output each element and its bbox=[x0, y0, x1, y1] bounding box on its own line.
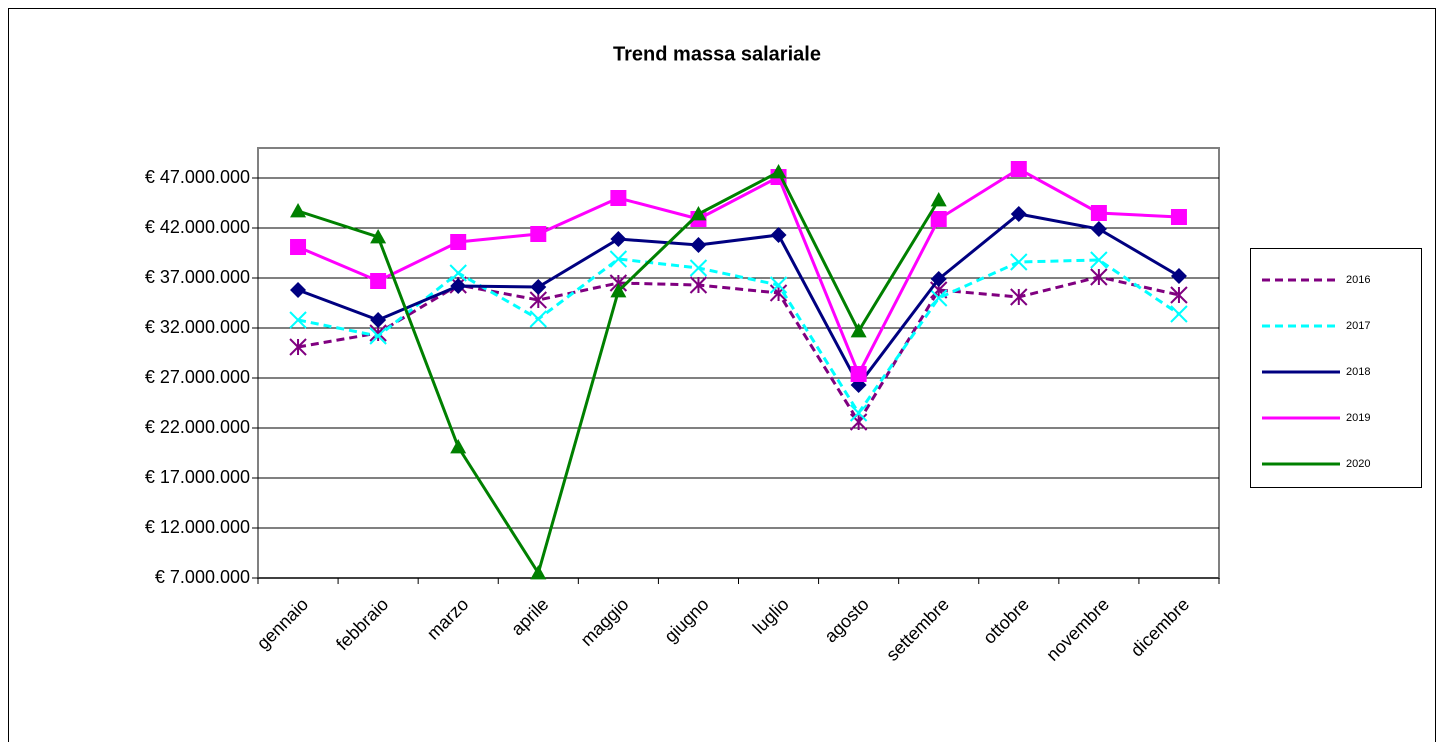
marker bbox=[290, 282, 307, 298]
series-line bbox=[297, 212, 1180, 388]
marker bbox=[290, 239, 307, 255]
marker bbox=[1010, 253, 1028, 271]
y-tick-label: € 12.000.000 bbox=[145, 517, 250, 537]
plot-area bbox=[257, 147, 1220, 579]
marker bbox=[1090, 205, 1107, 221]
marker bbox=[689, 276, 708, 294]
legend-label: 2018 bbox=[1346, 366, 1370, 378]
marker bbox=[850, 323, 867, 338]
marker bbox=[610, 283, 627, 298]
marker bbox=[1010, 288, 1028, 306]
series-line bbox=[297, 167, 1180, 378]
marker bbox=[849, 413, 868, 431]
marker bbox=[1090, 221, 1107, 237]
marker bbox=[450, 278, 467, 294]
marker bbox=[690, 206, 707, 221]
y-tick-label: € 7.000.000 bbox=[155, 567, 250, 587]
marker bbox=[530, 279, 547, 295]
marker bbox=[689, 259, 708, 277]
marker bbox=[610, 231, 627, 247]
marker bbox=[769, 276, 788, 294]
marker bbox=[690, 237, 707, 253]
marker bbox=[1090, 251, 1108, 269]
y-tick-label: € 47.000.000 bbox=[145, 167, 250, 187]
marker bbox=[1010, 206, 1027, 222]
marker bbox=[530, 565, 547, 580]
marker bbox=[770, 164, 787, 179]
marker bbox=[850, 366, 867, 382]
marker bbox=[290, 203, 307, 218]
marker bbox=[770, 227, 787, 243]
marker bbox=[530, 226, 547, 242]
y-tick-label: € 37.000.000 bbox=[145, 267, 250, 287]
legend-label: 2019 bbox=[1346, 412, 1370, 424]
marker bbox=[1010, 161, 1027, 177]
marker bbox=[289, 311, 307, 329]
marker bbox=[370, 273, 387, 289]
y-tick-label: € 42.000.000 bbox=[145, 217, 250, 237]
marker bbox=[370, 229, 387, 244]
legend-label: 2016 bbox=[1346, 274, 1370, 286]
marker bbox=[289, 338, 307, 356]
marker bbox=[609, 250, 628, 268]
marker bbox=[449, 264, 467, 282]
y-tick-label: € 17.000.000 bbox=[145, 467, 250, 487]
marker bbox=[370, 312, 387, 328]
legend bbox=[1250, 248, 1422, 488]
y-tick-label: € 32.000.000 bbox=[145, 317, 250, 337]
marker bbox=[930, 192, 947, 207]
marker bbox=[1170, 286, 1188, 304]
legend-label: 2020 bbox=[1346, 458, 1370, 470]
marker bbox=[930, 211, 947, 227]
marker bbox=[450, 439, 467, 454]
legend-label: 2017 bbox=[1346, 320, 1370, 332]
chart-title: Trend massa salariale bbox=[613, 43, 821, 65]
marker bbox=[849, 404, 868, 422]
marker bbox=[529, 310, 547, 328]
marker bbox=[930, 289, 948, 307]
marker bbox=[369, 327, 387, 345]
series-line bbox=[297, 257, 1180, 416]
marker bbox=[1170, 209, 1187, 225]
y-tick-label: € 27.000.000 bbox=[145, 367, 250, 387]
marker bbox=[450, 234, 467, 250]
marker bbox=[610, 190, 627, 206]
marker bbox=[1170, 268, 1187, 284]
marker bbox=[1090, 268, 1108, 286]
y-tick-label: € 22.000.000 bbox=[145, 417, 250, 437]
marker bbox=[930, 271, 947, 287]
marker bbox=[1170, 305, 1188, 323]
